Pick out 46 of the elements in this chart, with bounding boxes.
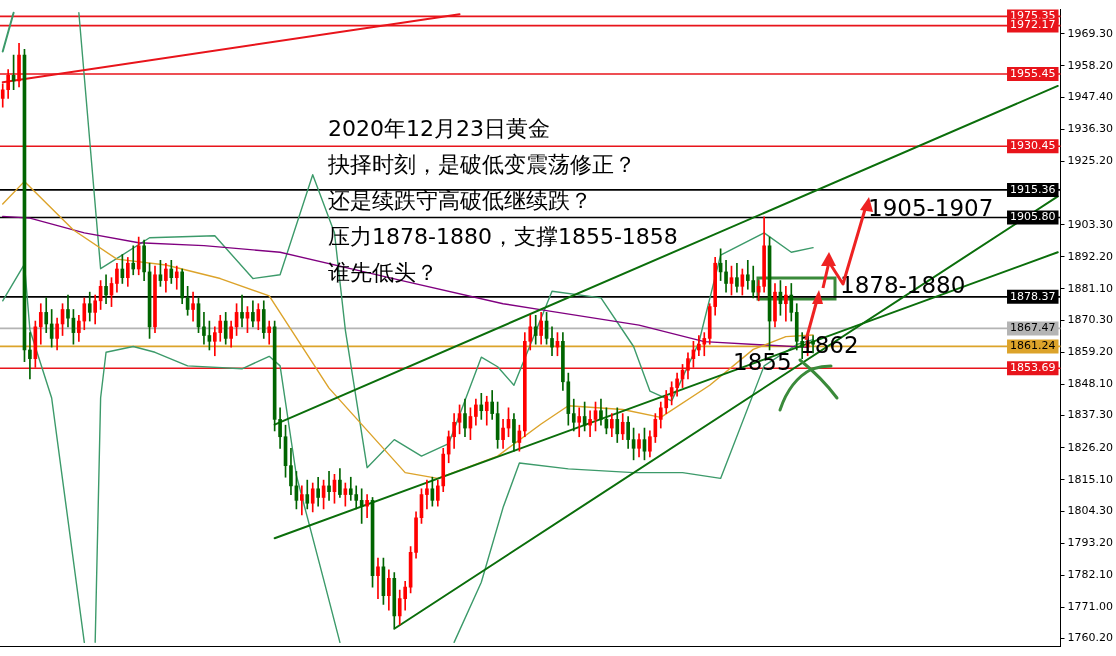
y-tick-label: 1782.10 [1067,568,1114,582]
ref-line-label: 1905.80 [1010,210,1056,224]
y-tick-label: 1936.30 [1067,122,1114,136]
ref-line-label: 1878.37 [1010,289,1056,303]
candlestick [479,393,484,420]
candlestick [327,471,331,501]
y-tick-label: 1848.10 [1067,377,1114,391]
y-tick-label: 1881.10 [1067,281,1114,295]
y-tick-label: 1760.20 [1067,631,1114,645]
candlestick [588,410,592,438]
candlestick [267,320,272,345]
ref-line-label: 1853.69 [1010,361,1056,375]
y-tick-label: 1892.20 [1067,249,1114,263]
ref-line-label: 1867.47 [1010,321,1056,335]
candlestick [191,291,195,322]
ref-line-label: 1930.45 [1010,139,1056,153]
y-tick-label: 1815.10 [1067,472,1114,486]
candlestick [174,265,179,290]
y-tick-label: 1958.20 [1067,58,1114,72]
y-tick-label: 1837.30 [1067,408,1114,422]
candlestick [28,332,32,380]
y-tick-label: 1925.20 [1067,154,1114,168]
candlestick [376,557,380,600]
y-tick-label: 1771.00 [1067,600,1114,614]
candlestick [577,407,582,438]
ref-line-label: 1955.45 [1010,66,1056,80]
annotation: 抉择时刻，是破低变震荡修正？ [328,151,637,179]
annotation: 2020年12月23日黄金 [328,115,551,143]
ref-line-label: 1972.17 [1010,18,1056,32]
y-tick-label: 1947.40 [1067,90,1114,104]
candlestick [300,485,304,516]
y-tick-label: 1870.30 [1067,313,1114,327]
ref-line-label: 1861.24 [1010,339,1056,353]
y-tick-label: 1804.30 [1067,503,1114,517]
y-tick-label: 1793.20 [1067,536,1114,550]
y-tick-label: 1826.20 [1067,440,1114,454]
ref-line-label: 1915.36 [1010,182,1056,196]
candlestick [425,479,429,510]
candlestick [131,245,136,276]
y-tick-label: 1903.30 [1067,217,1114,231]
candlestick [240,294,244,328]
y-tick-label: 1859.20 [1067,345,1114,359]
annotation: 还是续跌守高破低继续跌？ [328,187,593,215]
annotation: 1905-1907 [868,195,994,221]
y-tick-label: 1969.30 [1067,26,1114,40]
candlestick [365,494,369,519]
